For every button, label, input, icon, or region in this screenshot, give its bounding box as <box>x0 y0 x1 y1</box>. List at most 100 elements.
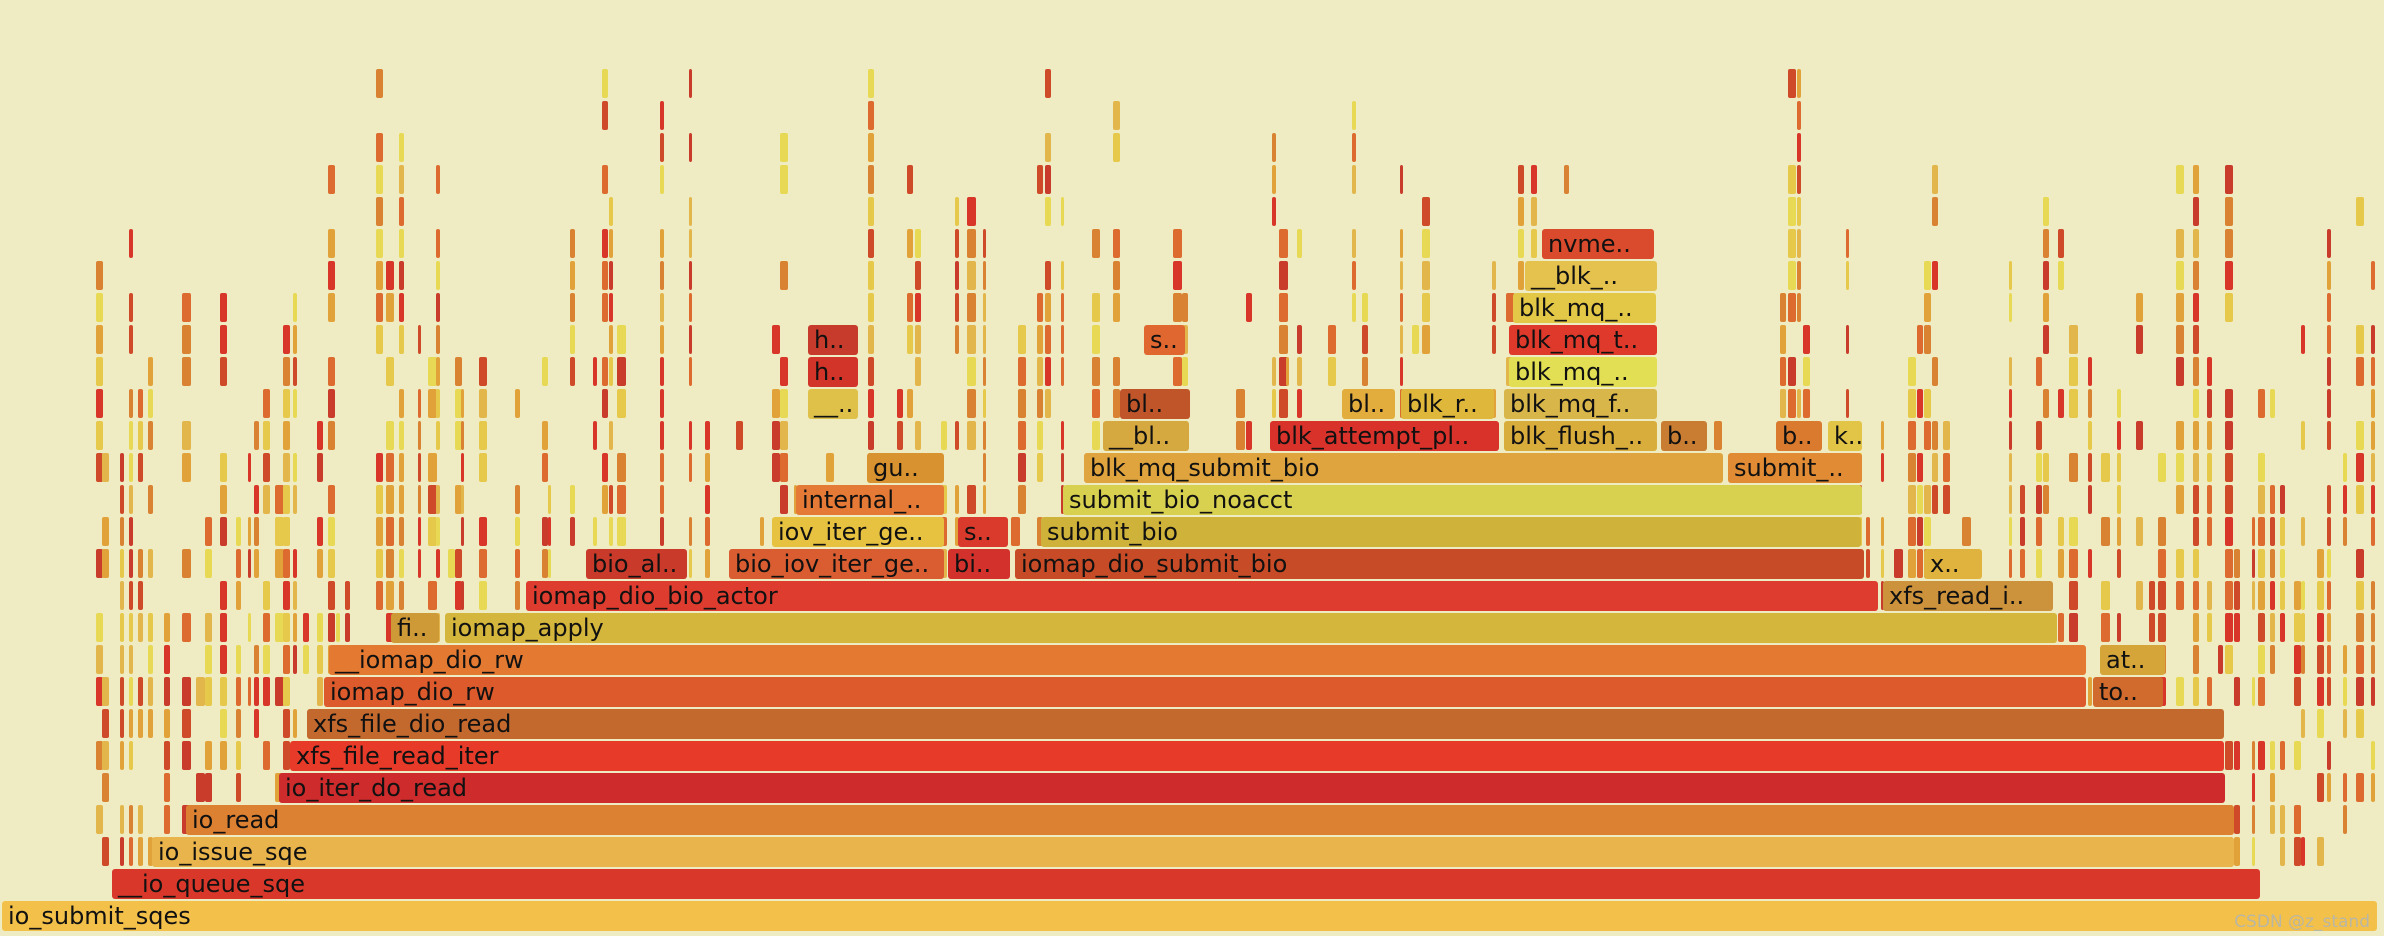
frame-bar[interactable] <box>808 357 858 387</box>
frame-bar[interactable] <box>152 837 2234 867</box>
frame-bl[interactable]: __bl.. <box>1103 421 1189 451</box>
frame-bar[interactable] <box>808 389 858 419</box>
frame-bar[interactable] <box>1015 549 1864 579</box>
frame-label: xfs_file_read_iter <box>296 742 499 770</box>
frame-blk-flush[interactable]: blk_flush_.. <box>1504 421 1657 451</box>
frame-bar[interactable] <box>1509 357 1657 387</box>
frame-blk-r[interactable]: blk_r.. <box>1401 389 1494 419</box>
frame-blk-mq[interactable]: blk_mq_.. <box>1513 293 1656 323</box>
frame-bio-al[interactable]: bio_al.. <box>586 549 687 579</box>
frame-internal[interactable]: internal_.. <box>796 485 944 515</box>
frame-bar[interactable] <box>1342 389 1395 419</box>
frame-[interactable]: __.. <box>808 389 858 419</box>
frame-bl[interactable]: bl.. <box>1120 389 1190 419</box>
frame-bar[interactable] <box>1883 581 2053 611</box>
frame-bar[interactable] <box>445 613 2057 643</box>
frame-blk-mq-submit-bio[interactable]: blk_mq_submit_bio <box>1084 453 1723 483</box>
frame-bar[interactable] <box>2100 645 2165 675</box>
frame-to[interactable]: to.. <box>2093 677 2163 707</box>
frame-at[interactable]: at.. <box>2100 645 2165 675</box>
frame-h[interactable]: h.. <box>808 325 858 355</box>
frame-bar[interactable] <box>1525 261 1657 291</box>
frame-bar[interactable] <box>1103 421 1189 451</box>
frame-bar[interactable] <box>1144 325 1185 355</box>
frame-bar[interactable] <box>1509 325 1657 355</box>
frame-bar[interactable] <box>867 453 944 483</box>
frame-submit-bio-noacct[interactable]: submit_bio_noacct <box>1063 485 1862 515</box>
frame-iomap-dio-rw[interactable]: __iomap_dio_rw <box>329 645 2086 675</box>
frame-bar[interactable] <box>772 517 944 547</box>
frame-blk-mq-f[interactable]: blk_mq_f.. <box>1504 389 1657 419</box>
frame-bar[interactable] <box>586 549 687 579</box>
frame-h[interactable]: h.. <box>808 357 858 387</box>
frame-bar[interactable] <box>729 549 944 579</box>
frame-blk[interactable]: __blk_.. <box>1525 261 1657 291</box>
frame-xfs-file-dio-read[interactable]: xfs_file_dio_read <box>307 709 2224 739</box>
narrow-frame <box>399 133 404 162</box>
frame-bar[interactable] <box>279 773 2225 803</box>
frame-blk-attempt-pl[interactable]: blk_attempt_pl.. <box>1270 421 1499 451</box>
frame-k[interactable]: k.. <box>1828 421 1863 451</box>
frame-bar[interactable] <box>1401 389 1494 419</box>
frame-bar[interactable] <box>290 741 2224 771</box>
frame-iomap-dio-submit-bio[interactable]: iomap_dio_submit_bio <box>1015 549 1864 579</box>
frame-iomap-dio-rw[interactable]: iomap_dio_rw <box>324 677 2086 707</box>
frame-bar[interactable] <box>1513 293 1656 323</box>
frame-gu[interactable]: gu.. <box>867 453 944 483</box>
frame-bar[interactable] <box>1041 517 1861 547</box>
frame-iov-iter-ge[interactable]: iov_iter_ge.. <box>772 517 944 547</box>
frame-bl[interactable]: bl.. <box>1342 389 1395 419</box>
frame-s[interactable]: s.. <box>1144 325 1185 355</box>
frame-bar[interactable] <box>526 581 1878 611</box>
frame-xfs-file-read-iter[interactable]: xfs_file_read_iter <box>290 741 2224 771</box>
frame-bar[interactable] <box>1924 549 1982 579</box>
frame-nvme[interactable]: nvme.. <box>1542 229 1654 259</box>
frame-bar[interactable] <box>1828 421 1862 451</box>
frame-bar[interactable] <box>958 517 1008 547</box>
frame-bi[interactable]: bi.. <box>948 549 1010 579</box>
frame-fi[interactable]: fi.. <box>391 613 439 643</box>
frame-b[interactable]: b.. <box>1661 421 1707 451</box>
frame-bar[interactable] <box>948 549 1010 579</box>
frame-bar[interactable] <box>2093 677 2163 707</box>
frame-bar[interactable] <box>1504 389 1657 419</box>
frame-bar[interactable] <box>186 805 2234 835</box>
frame-bar[interactable] <box>808 325 858 355</box>
frame-x[interactable]: x.. <box>1924 549 1982 579</box>
frame-iomap-apply[interactable]: iomap_apply <box>445 613 2057 643</box>
frame-bar[interactable] <box>1120 389 1190 419</box>
frame-blk-mq-t[interactable]: blk_mq_t.. <box>1509 325 1657 355</box>
frame-bio-iov-iter-ge[interactable]: bio_iov_iter_ge.. <box>729 549 944 579</box>
frame-bar[interactable] <box>307 709 2224 739</box>
narrow-frame <box>1092 421 1100 450</box>
frame-bar[interactable] <box>324 677 2086 707</box>
frame-bar[interactable] <box>1542 229 1654 259</box>
frame-bar[interactable] <box>1504 421 1657 451</box>
frame-bar[interactable] <box>796 485 944 515</box>
frame-b[interactable]: b.. <box>1776 421 1822 451</box>
frame-io-queue-sqe[interactable]: __io_queue_sqe <box>112 869 2260 899</box>
frame-io-issue-sqe[interactable]: io_issue_sqe <box>152 837 2234 867</box>
frame-submit-bio[interactable]: submit_bio <box>1041 517 1861 547</box>
frame-io-submit-sqes[interactable]: io_submit_sqes <box>2 901 2377 931</box>
frame-blk-mq[interactable]: blk_mq_.. <box>1509 357 1657 387</box>
frame-bar[interactable] <box>391 613 439 643</box>
frame-bar[interactable] <box>1776 421 1822 451</box>
frame-bar[interactable] <box>1661 421 1707 451</box>
frame-iomap-dio-bio-actor[interactable]: iomap_dio_bio_actor <box>526 581 1878 611</box>
frame-io-iter-do-read[interactable]: io_iter_do_read <box>279 773 2225 803</box>
frame-bar[interactable] <box>112 869 2260 899</box>
frame-bar[interactable] <box>1270 421 1499 451</box>
frame-submit[interactable]: submit_.. <box>1728 453 1862 483</box>
narrow-frame <box>780 165 788 194</box>
frame-bar[interactable] <box>1084 453 1723 483</box>
frame-s[interactable]: s.. <box>958 517 1008 547</box>
frame-bar[interactable] <box>1728 453 1862 483</box>
frame-io-read[interactable]: io_read <box>186 805 2234 835</box>
narrow-frame <box>386 485 394 514</box>
frame-xfs-read-i[interactable]: xfs_read_i.. <box>1883 581 2053 611</box>
narrow-frame <box>2193 357 2199 386</box>
frame-bar[interactable] <box>2 901 2377 931</box>
frame-bar[interactable] <box>1063 485 1862 515</box>
frame-bar[interactable] <box>329 645 2086 675</box>
